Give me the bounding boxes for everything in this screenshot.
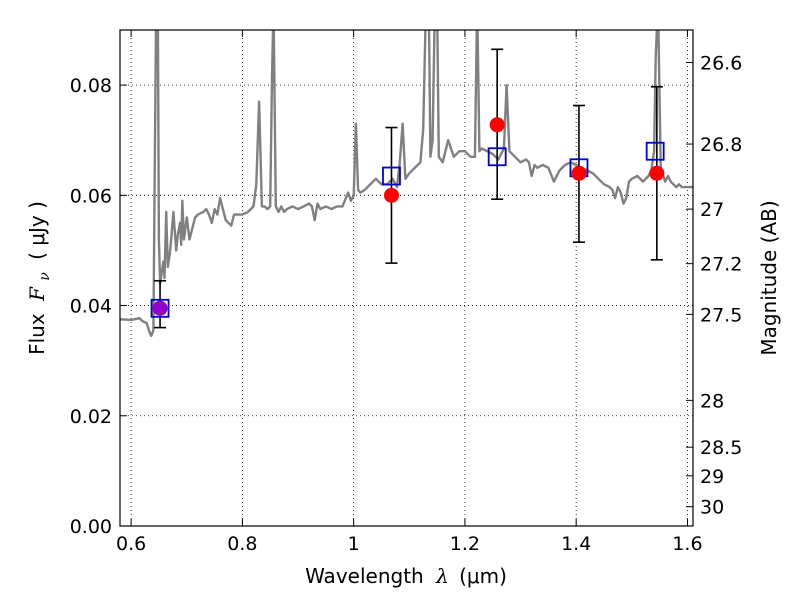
- grid: [120, 30, 693, 527]
- x-tick-label: 1: [348, 533, 360, 555]
- y-tick-label: 0.00: [70, 516, 112, 538]
- x-tick-label: 0.8: [227, 533, 257, 555]
- axis-ticks: 0.6 0.8 1 1.2 1.4 1.6 0.00 0.02 0.04 0.06 0.08 26.6…: [70, 30, 742, 555]
- plot-frame: [119, 29, 694, 527]
- spectrum-line: [120, 30, 693, 338]
- model-square-marker: [487, 147, 507, 167]
- mag-tick-label: 28.5: [700, 437, 742, 459]
- model-square-marker: [382, 166, 401, 186]
- model-square-marker: [150, 298, 170, 318]
- y2-axis-title: Magnitude (AB): [757, 200, 781, 355]
- model-markers: [150, 141, 665, 318]
- x-tick-label: 1.2: [450, 533, 480, 555]
- mag-tick-label: 27: [700, 199, 724, 221]
- error-bars: [154, 48, 663, 329]
- observed-markers: [152, 117, 665, 316]
- model-square-marker: [645, 141, 665, 161]
- y-tick-label: 0.02: [70, 406, 112, 428]
- x-tick-label: 0.6: [116, 533, 146, 555]
- mag-tick-label: 26.8: [700, 134, 742, 156]
- observed-point-marker: [489, 117, 505, 133]
- observed-point-marker: [383, 187, 399, 203]
- mag-tick-label: 27.5: [700, 304, 742, 326]
- x-tick-label: 1.4: [561, 533, 591, 555]
- mag-tick-label: 28: [700, 390, 724, 412]
- y-axis-title: Flux F ν ( μJy ): [25, 201, 54, 355]
- y-tick-label: 0.08: [70, 75, 112, 97]
- x-axis-title: Wavelength λ (μm): [305, 564, 507, 588]
- spectrum-series: [120, 30, 693, 338]
- mag-tick-label: 26.6: [700, 53, 742, 75]
- observed-point-marker: [571, 165, 587, 181]
- mag-tick-label: 30: [700, 497, 724, 519]
- observed-point-marker: [649, 165, 665, 181]
- y-tick-label: 0.06: [70, 185, 112, 207]
- mag-tick-label: 29: [700, 466, 724, 488]
- mag-tick-label: 27.2: [700, 254, 742, 276]
- x-tick-label: 1.6: [672, 533, 702, 555]
- observed-point-marker: [152, 300, 168, 316]
- y-tick-label: 0.04: [70, 296, 112, 318]
